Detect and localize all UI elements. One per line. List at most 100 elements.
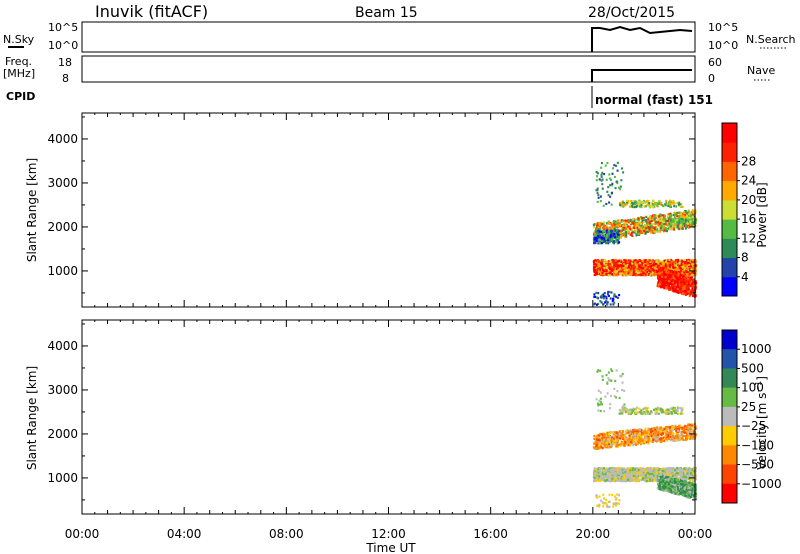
power-cell xyxy=(615,233,618,237)
power-cell xyxy=(674,273,677,276)
power-cell xyxy=(686,268,689,271)
power-cell xyxy=(610,223,613,226)
power-cell xyxy=(650,264,653,267)
power-cell xyxy=(619,203,622,207)
power-cell xyxy=(642,259,645,262)
power-cell xyxy=(690,224,693,227)
velocity-cell xyxy=(602,474,605,477)
power-cell xyxy=(602,236,605,239)
power-cell xyxy=(598,267,601,270)
power-cell xyxy=(607,242,610,245)
power-cell xyxy=(631,219,634,222)
power-cell xyxy=(658,213,661,216)
power-cell xyxy=(643,272,646,276)
power-cell xyxy=(616,296,619,299)
power-cell xyxy=(661,203,664,207)
power-cell xyxy=(688,283,691,286)
power-cell xyxy=(632,264,635,267)
power-cell xyxy=(595,175,598,178)
power-cell xyxy=(624,266,627,269)
velocity-cell xyxy=(606,467,609,470)
power-cell xyxy=(597,260,600,263)
power-cell xyxy=(605,202,608,206)
power-cell xyxy=(595,171,598,174)
power-cell xyxy=(595,264,598,268)
power-cell xyxy=(592,226,595,229)
power-cell xyxy=(620,267,623,270)
nave-tick-top: 60 xyxy=(708,56,722,69)
power-cell xyxy=(604,301,607,304)
power-cell xyxy=(643,230,646,233)
power-cell xyxy=(659,219,662,222)
power-cell xyxy=(645,226,648,230)
power-cell xyxy=(617,222,620,225)
power-cell xyxy=(649,273,652,276)
power-cell xyxy=(679,214,682,217)
velocity-cell xyxy=(637,471,640,474)
velocity-cell xyxy=(594,467,597,471)
power-cell xyxy=(684,263,687,267)
power-cell xyxy=(637,221,640,224)
power-cell xyxy=(675,290,678,293)
power-cell xyxy=(627,269,630,273)
power-cell xyxy=(670,264,673,268)
power-cell xyxy=(626,267,629,270)
power-cell xyxy=(631,273,634,276)
power-cell xyxy=(675,219,678,222)
power-cell xyxy=(631,205,634,209)
power-cell xyxy=(600,268,603,271)
power-cell xyxy=(685,279,688,282)
power-cell xyxy=(597,238,600,241)
power-cell xyxy=(665,223,668,226)
power-cell xyxy=(689,293,692,297)
power-cell xyxy=(667,267,670,270)
power-cell xyxy=(684,218,687,221)
power-cell xyxy=(687,290,690,293)
power-cell xyxy=(629,269,632,272)
power-cell xyxy=(602,226,605,230)
velocity-cell xyxy=(652,469,655,472)
power-cell xyxy=(639,229,642,232)
power-cell xyxy=(611,227,614,230)
power-cell xyxy=(656,270,659,273)
power-cell xyxy=(623,222,626,225)
power-cell xyxy=(617,268,620,272)
power-cell xyxy=(645,215,648,219)
velocity-cell xyxy=(626,475,629,478)
power-cell xyxy=(640,222,643,225)
velocity-cell xyxy=(669,474,672,477)
power-cell xyxy=(672,281,675,284)
power-cell xyxy=(600,241,603,245)
power-cell xyxy=(641,219,644,223)
power-cell xyxy=(608,238,611,241)
power-cell xyxy=(650,225,653,228)
power-cell xyxy=(616,180,619,183)
power-cell xyxy=(664,203,667,206)
power-cell xyxy=(653,215,656,218)
power-cell xyxy=(684,261,687,264)
power-cell xyxy=(601,183,604,186)
power-cell xyxy=(686,280,689,284)
velocity-cell xyxy=(620,477,623,480)
power-cell xyxy=(595,232,598,235)
power-cell xyxy=(658,202,661,205)
power-cell xyxy=(685,270,688,273)
velocity-cell xyxy=(647,466,650,470)
power-cell xyxy=(666,281,669,285)
power-cell xyxy=(632,270,635,274)
power-cell xyxy=(612,262,615,265)
power-cell xyxy=(663,225,666,228)
power-colorbar-segment xyxy=(722,276,737,297)
power-cell xyxy=(599,228,602,231)
station-title: Inuvik (fitACF) xyxy=(95,2,208,21)
power-cell xyxy=(600,161,603,165)
power-cell xyxy=(681,292,684,295)
power-cell xyxy=(619,188,622,191)
power-cell xyxy=(605,229,608,232)
power-cell xyxy=(673,201,676,204)
power-cell xyxy=(608,201,611,204)
power-cell xyxy=(620,179,623,182)
power-cell xyxy=(627,263,630,266)
power-cell xyxy=(629,267,632,270)
power-cell xyxy=(679,219,682,222)
